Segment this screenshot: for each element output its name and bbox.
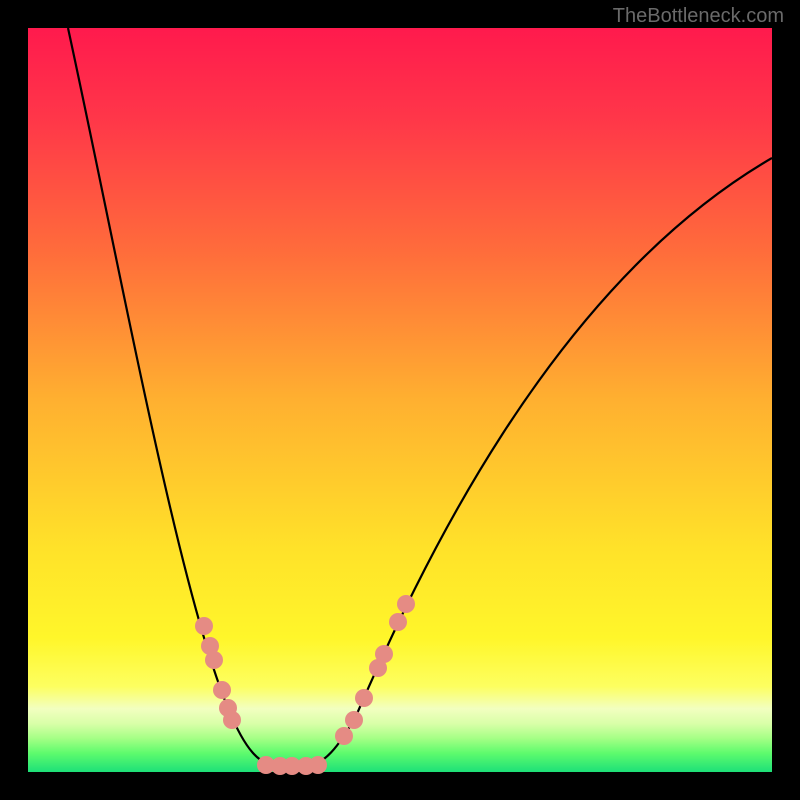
data-marker xyxy=(355,689,373,707)
data-marker xyxy=(397,595,415,613)
data-marker xyxy=(213,681,231,699)
data-marker xyxy=(375,645,393,663)
chart-frame: TheBottleneck.com xyxy=(0,0,800,800)
data-marker xyxy=(223,711,241,729)
data-marker xyxy=(195,617,213,635)
watermark-text: TheBottleneck.com xyxy=(613,5,784,28)
data-marker xyxy=(205,651,223,669)
data-marker xyxy=(335,727,353,745)
data-marker xyxy=(309,756,327,774)
data-marker xyxy=(389,613,407,631)
plot-area xyxy=(28,28,772,772)
data-marker xyxy=(345,711,363,729)
data-markers xyxy=(28,28,772,772)
